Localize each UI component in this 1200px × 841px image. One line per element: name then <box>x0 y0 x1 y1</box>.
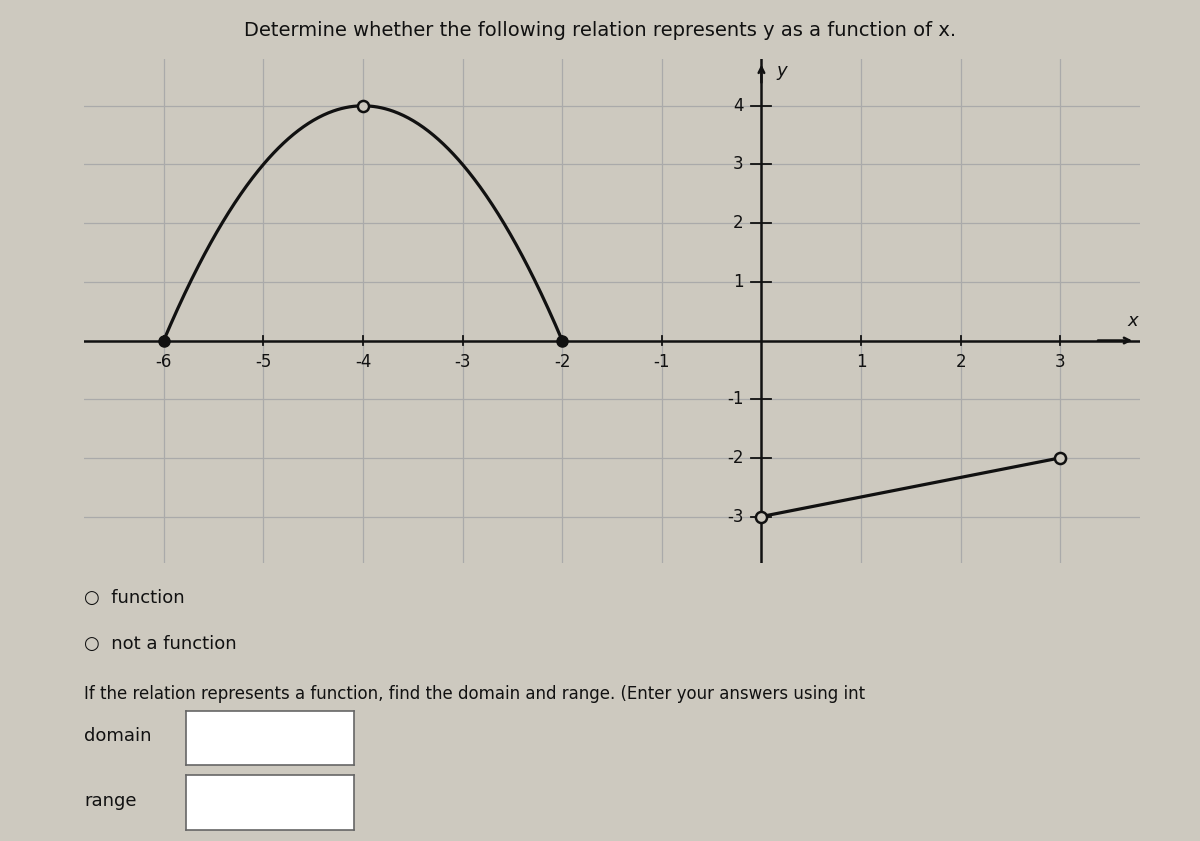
Text: -6: -6 <box>156 353 172 372</box>
Text: 1: 1 <box>856 353 866 372</box>
Text: 1: 1 <box>733 272 744 291</box>
Text: -3: -3 <box>455 353 470 372</box>
Text: -1: -1 <box>654 353 670 372</box>
Text: -3: -3 <box>727 507 744 526</box>
Text: -2: -2 <box>727 449 744 467</box>
Text: ○  function: ○ function <box>84 589 185 606</box>
Text: -4: -4 <box>355 353 371 372</box>
Text: -2: -2 <box>554 353 570 372</box>
Text: -5: -5 <box>256 353 271 372</box>
Text: 2: 2 <box>955 353 966 372</box>
Text: 3: 3 <box>733 156 744 173</box>
Text: range: range <box>84 791 137 810</box>
Text: x: x <box>1127 312 1138 330</box>
Text: domain: domain <box>84 727 151 745</box>
Text: 4: 4 <box>733 97 744 115</box>
Text: Determine whether the following relation represents y as a function of x.: Determine whether the following relation… <box>244 21 956 40</box>
Text: y: y <box>776 61 787 80</box>
Text: -1: -1 <box>727 390 744 408</box>
Text: 3: 3 <box>1055 353 1066 372</box>
Text: If the relation represents a function, find the domain and range. (Enter your an: If the relation represents a function, f… <box>84 685 865 703</box>
Text: ○  not a function: ○ not a function <box>84 635 236 653</box>
Text: 2: 2 <box>733 214 744 232</box>
